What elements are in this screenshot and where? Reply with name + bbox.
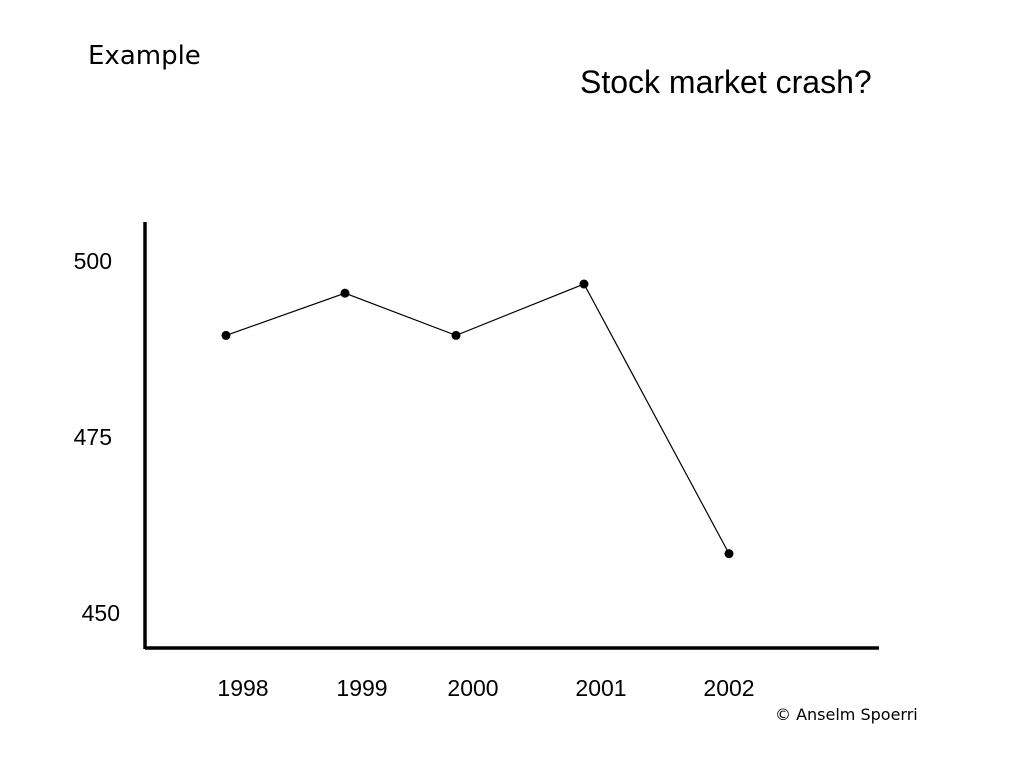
chart-title: Stock market crash? [580,64,872,100]
series-group [221,279,734,559]
x-tick-label: 2002 [703,675,754,701]
data-point [340,288,350,298]
data-point [724,549,734,559]
y-tick-label: 500 [74,248,112,274]
data-point [579,279,589,289]
x-tick-label: 1998 [217,675,268,701]
x-tick-label: 2000 [447,675,498,701]
y-tick-labels: 450 475 500 [74,248,120,626]
x-tick-labels: 1998 1999 2000 2001 2002 [217,675,754,701]
slide-label: Example [88,41,201,71]
data-point [221,330,231,340]
y-tick-label: 475 [74,424,112,450]
x-tick-label: 1999 [336,675,387,701]
copyright-text: © Anselm Spoerri [775,705,918,724]
series-line [225,283,730,554]
data-point [451,330,461,340]
y-tick-label: 450 [82,600,120,626]
x-tick-label: 2001 [575,675,626,701]
